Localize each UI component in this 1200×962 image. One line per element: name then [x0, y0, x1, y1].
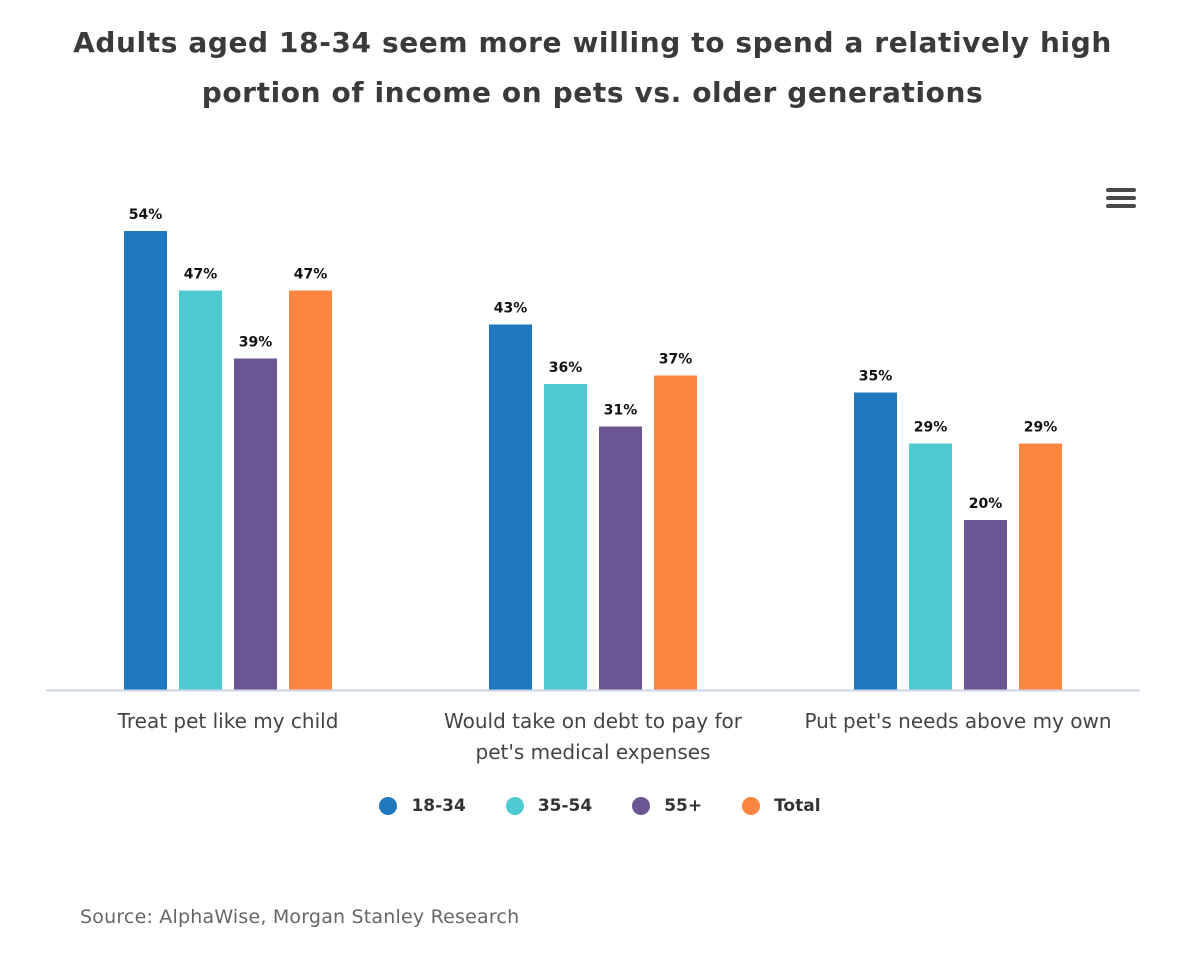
- data-label: 35%: [859, 369, 893, 385]
- category-label: pet's medical expenses: [476, 740, 711, 764]
- chart-title: Adults aged 18-34 seem more willing to s…: [73, 26, 1112, 109]
- data-label: 39%: [239, 335, 273, 351]
- bar-18-34-cat-1[interactable]: [489, 324, 532, 691]
- bar-35-54-cat-0[interactable]: [179, 290, 222, 691]
- hamburger-menu-icon[interactable]: [1104, 184, 1138, 214]
- source-note: Source: AlphaWise, Morgan Stanley Resear…: [80, 906, 520, 928]
- category-label: Put pet's needs above my own: [804, 709, 1111, 733]
- bar-18-34-cat-0[interactable]: [124, 231, 167, 690]
- category-label: Treat pet like my child: [117, 709, 339, 733]
- legend-label: 35-54: [537, 796, 593, 816]
- data-label: 54%: [129, 207, 163, 223]
- legend: 18-34 35-54 55+ Total: [0, 796, 1200, 816]
- data-label: 29%: [1024, 420, 1058, 436]
- bar-55--cat-2[interactable]: [964, 520, 1007, 690]
- legend-marker-55-plus: [632, 797, 651, 815]
- legend-item-35-54[interactable]: 35-54: [505, 796, 593, 816]
- category-label: Would take on debt to pay for: [444, 709, 743, 733]
- legend-label: 18-34: [411, 796, 466, 816]
- data-label: 29%: [914, 420, 948, 436]
- bar-18-34-cat-2[interactable]: [854, 392, 897, 691]
- bar-35-54-cat-1[interactable]: [544, 384, 587, 690]
- legend-label: Total: [774, 796, 821, 816]
- data-label: 47%: [294, 267, 328, 283]
- bar-total-cat-2[interactable]: [1019, 443, 1062, 691]
- data-label: 37%: [659, 352, 693, 368]
- legend-marker-35-54: [505, 797, 524, 815]
- data-label: 36%: [549, 360, 583, 376]
- bar-total-cat-1[interactable]: [654, 375, 697, 691]
- legend-item-55-plus[interactable]: 55+: [632, 796, 702, 816]
- legend-marker-18-34: [379, 797, 398, 815]
- bar-35-54-cat-2[interactable]: [909, 443, 952, 691]
- legend-label: 55+: [664, 796, 703, 816]
- data-label: 31%: [604, 403, 638, 419]
- bar-55--cat-1[interactable]: [599, 426, 642, 691]
- legend-marker-total: [742, 797, 761, 815]
- data-label: 20%: [969, 496, 1003, 512]
- bar-total-cat-0[interactable]: [289, 290, 332, 691]
- data-label: 47%: [184, 267, 218, 283]
- legend-item-total[interactable]: Total: [742, 796, 821, 816]
- data-label: 43%: [494, 301, 528, 317]
- bar-55--cat-0[interactable]: [234, 358, 277, 691]
- legend-item-18-34[interactable]: 18-34: [379, 796, 466, 816]
